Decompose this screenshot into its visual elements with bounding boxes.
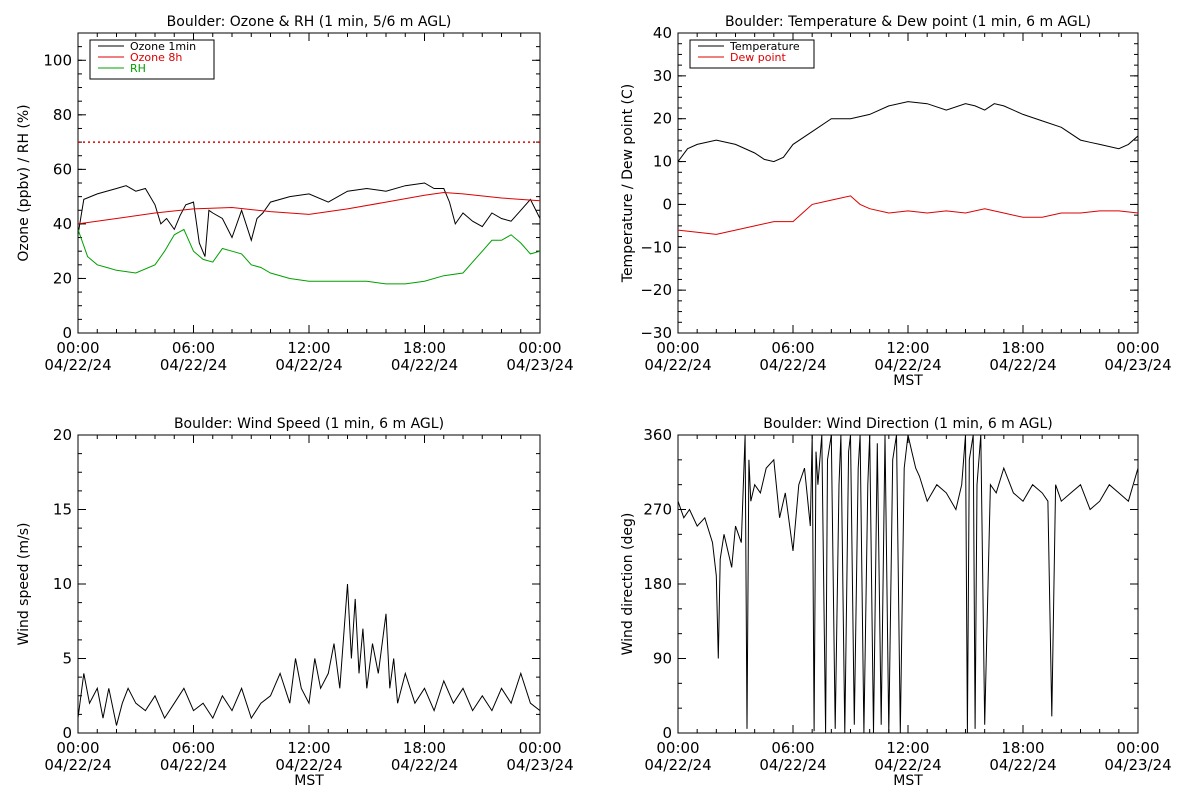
y-tick-label: 80 [53,106,72,124]
x-tick-date: 04/23/24 [506,356,573,374]
y-tick-label: 20 [53,426,72,444]
x-tick-date: 04/22/24 [989,756,1056,774]
y-tick-label: 360 [643,426,672,444]
y-axis-label: Wind speed (m/s) [16,523,32,646]
x-tick-date: 04/22/24 [44,756,111,774]
y-tick-label: 10 [653,153,672,171]
chart-title: Boulder: Ozone & RH (1 min, 5/6 m AGL) [167,14,452,30]
y-tick-label: 20 [53,269,72,287]
x-tick-time: 00:00 [1116,339,1159,357]
x-tick-time: 06:00 [771,739,814,757]
y-tick-label: 0 [662,724,672,742]
x-tick-date: 04/22/24 [644,756,711,774]
x-tick-time: 00:00 [56,339,99,357]
x-axis-label: MST [893,373,923,389]
legend-label: RH [130,62,146,75]
y-tick-label: −20 [640,281,672,299]
x-tick-time: 00:00 [518,739,561,757]
y-tick-label: 90 [653,650,672,668]
x-tick-time: 00:00 [56,739,99,757]
y-tick-label: 20 [653,110,672,128]
y-axis-label: Ozone (ppbv) / RH (%) [16,104,32,261]
chart-title: Boulder: Wind Speed (1 min, 6 m AGL) [174,416,444,432]
y-tick-label: 60 [53,160,72,178]
y-tick-label: 40 [653,24,672,42]
x-tick-date: 04/22/24 [275,356,342,374]
x-tick-date: 04/22/24 [644,356,711,374]
x-tick-date: 04/22/24 [989,356,1056,374]
chart-ozone: Boulder: Ozone & RH (1 min, 5/6 m AGL) 0 2… [16,14,574,374]
x-tick-date: 04/22/24 [759,356,826,374]
series-line-wdir [678,435,1138,733]
x-tick-time: 00:00 [518,339,561,357]
legend-label: Ozone 8h [130,51,182,64]
series-line-ozone-8h [78,191,540,225]
x-tick-time: 00:00 [656,739,699,757]
x-tick-time: 18:00 [403,739,446,757]
x-tick-date: 04/22/24 [160,356,227,374]
legend-label: Temperature [729,40,800,53]
x-tick-date: 04/23/24 [1104,756,1171,774]
y-tick-label: 15 [53,501,72,519]
chart-wspd: Boulder: Wind Speed (1 min, 6 m AGL) 0 5 10… [16,416,574,789]
x-axis-label: MST [893,773,923,789]
x-tick-date: 04/22/24 [759,756,826,774]
y-tick-label: 180 [643,575,672,593]
x-tick-time: 12:00 [886,739,929,757]
x-tick-time: 00:00 [1116,739,1159,757]
y-tick-label: 270 [643,501,672,519]
y-tick-label: 0 [62,724,72,742]
x-axis-label: MST [294,773,324,789]
legend-label: Dew point [730,51,786,64]
series-line-temperature [678,101,1138,163]
y-tick-label: 100 [43,51,72,69]
chart-wdir: Boulder: Wind Direction (1 min, 6 m AGL)… [620,416,1172,789]
x-tick-time: 18:00 [1001,739,1044,757]
x-tick-time: 00:00 [656,339,699,357]
y-tick-label: 0 [662,195,672,213]
y-tick-label: 10 [53,575,72,593]
x-tick-time: 18:00 [1001,339,1044,357]
x-tick-time: 12:00 [287,739,330,757]
x-tick-date: 04/22/24 [160,756,227,774]
y-tick-label: −30 [640,324,672,342]
y-tick-label: 5 [62,650,72,668]
y-tick-label: −10 [640,238,672,256]
series-line-rh [78,228,540,285]
x-tick-date: 04/22/24 [391,756,458,774]
x-tick-date: 04/22/24 [391,356,458,374]
y-axis-label: Wind direction (deg) [620,513,636,656]
chart-title: Boulder: Temperature & Dew point (1 min,… [725,14,1091,30]
y-axis-label: Temperature / Dew point (C) [620,84,636,283]
y-tick-label: 40 [53,215,72,233]
x-tick-time: 06:00 [172,339,215,357]
legend-label: Ozone 1min [130,40,196,53]
x-tick-date: 04/23/24 [506,756,573,774]
x-tick-date: 04/23/24 [1104,356,1171,374]
x-tick-time: 12:00 [886,339,929,357]
plot-frame [77,434,541,734]
series-line-ozone-1min [78,182,540,257]
y-tick-label: 30 [653,67,672,85]
series-line-dew-point [678,195,1138,235]
x-tick-date: 04/22/24 [275,756,342,774]
chart-temp: Boulder: Temperature & Dew point (1 min,… [620,14,1172,389]
plot-frame [677,32,1139,334]
y-tick-label: 0 [62,324,72,342]
legend-box [689,39,815,69]
x-tick-date: 04/22/24 [874,756,941,774]
x-tick-time: 12:00 [287,339,330,357]
x-tick-date: 04/22/24 [44,356,111,374]
x-tick-time: 06:00 [172,739,215,757]
x-tick-time: 06:00 [771,339,814,357]
x-tick-date: 04/22/24 [874,356,941,374]
chart-title: Boulder: Wind Direction (1 min, 6 m AGL) [763,416,1052,432]
x-tick-time: 18:00 [403,339,446,357]
series-line-wspd [78,583,540,726]
